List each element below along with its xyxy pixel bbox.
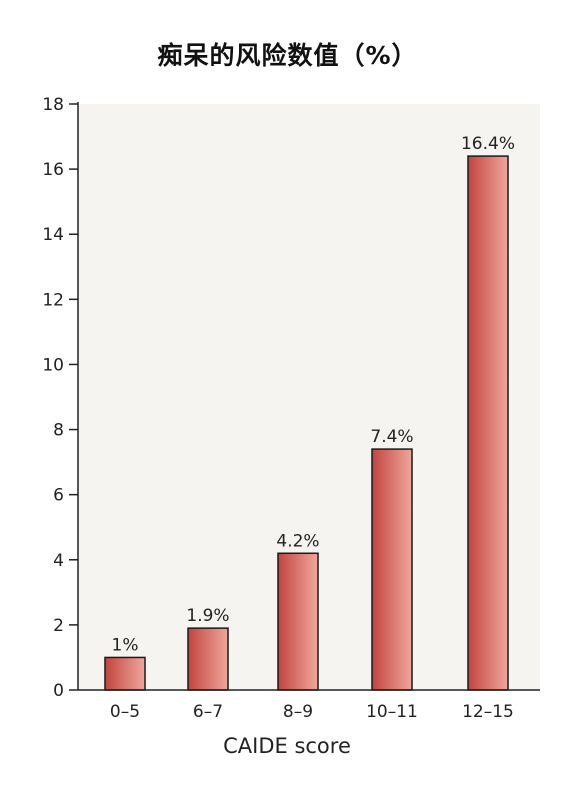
y-tick-label: 12 — [42, 290, 64, 310]
y-tick-label: 8 — [53, 421, 64, 441]
data-label: 16.4% — [461, 134, 515, 154]
y-tick-label: 4 — [53, 551, 64, 571]
x-tick-label: 6–7 — [193, 702, 223, 722]
bar-8–9 — [277, 552, 319, 691]
x-tick-label: 8–9 — [283, 702, 313, 722]
x-axis-title: CAIDE score — [223, 734, 351, 758]
data-label: 1.9% — [186, 606, 229, 626]
bar-0–5 — [104, 656, 146, 691]
y-tick-label: 6 — [53, 486, 64, 506]
y-tick-label: 14 — [42, 225, 64, 245]
bar-6–7 — [187, 627, 229, 691]
bar-12–15 — [467, 155, 509, 691]
bar-10–11 — [371, 448, 413, 691]
y-tick-label: 0 — [53, 681, 64, 701]
data-label: 1% — [112, 635, 139, 655]
y-tick-label: 18 — [42, 95, 64, 115]
x-tick-label: 10–11 — [366, 702, 418, 722]
y-tick-label: 16 — [42, 160, 64, 180]
y-tick-label: 10 — [42, 355, 64, 375]
data-label: 4.2% — [276, 531, 319, 551]
y-tick-label: 2 — [53, 616, 64, 636]
x-tick-label: 12–15 — [462, 702, 514, 722]
x-tick-label: 0–5 — [110, 702, 140, 722]
chart-title: 痴呆的风险数值（%） — [157, 41, 418, 70]
data-label: 7.4% — [370, 427, 413, 447]
